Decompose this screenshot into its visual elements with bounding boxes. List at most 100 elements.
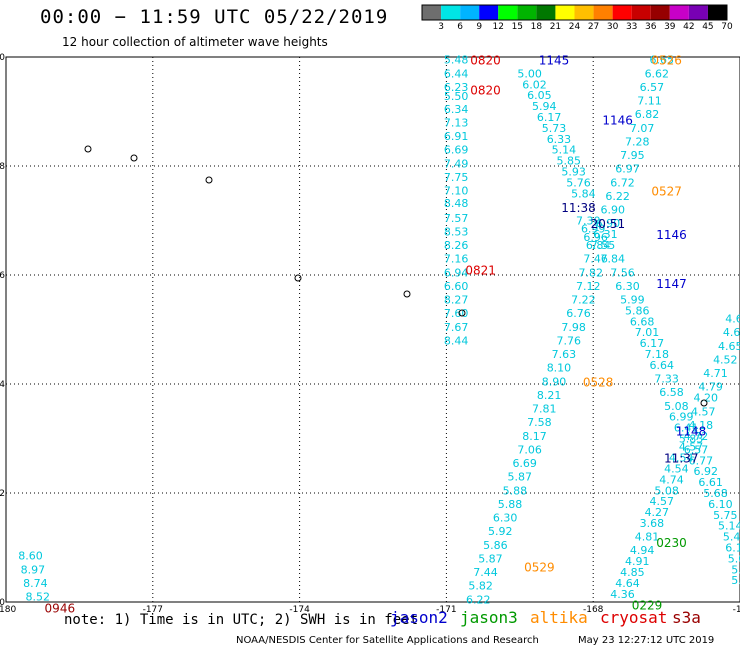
swh-value-label: 6.22 <box>466 593 491 606</box>
colorbar-swatch <box>593 5 613 20</box>
swh-value-label: 6.31 <box>593 228 618 241</box>
swh-value-label: 4.54 <box>669 452 694 465</box>
swh-value-label: 6.17 <box>640 337 665 350</box>
colorbar-swatch <box>555 5 575 20</box>
x-tick-label: -177 <box>143 605 163 615</box>
swh-value-label: 6.76 <box>566 307 591 320</box>
colorbar-tick-label: 24 <box>568 22 581 32</box>
swh-value-label: 8.21 <box>537 389 562 402</box>
pass-time-label: 0527 <box>651 185 682 199</box>
swh-value-label: 5.75 <box>713 509 738 522</box>
swh-value-label: 5.87 <box>508 471 533 484</box>
swh-value-label: 8.17 <box>522 430 547 443</box>
swh-value-label: 5.14 <box>718 520 740 533</box>
colorbar-tick-label: 39 <box>664 22 676 32</box>
generated-timestamp: May 23 12:27:12 UTC 2019 <box>578 635 715 646</box>
colorbar-swatch <box>460 5 480 20</box>
colorbar-tick-label: 21 <box>549 22 562 32</box>
swh-value-label: 4.65 <box>725 313 740 326</box>
swh-value-label: 6.23 <box>444 81 469 94</box>
swh-value-label: 7.33 <box>654 373 679 386</box>
colorbar-swatch <box>631 5 651 20</box>
swh-value-label: 6.64 <box>649 359 674 372</box>
pass-time-label: 0230 <box>656 536 687 550</box>
swh-value-label: 6.58 <box>659 386 684 399</box>
colorbar-swatch <box>707 5 727 20</box>
swh-value-label: 7.18 <box>645 348 670 361</box>
colorbar-tick-label: 15 <box>511 22 524 32</box>
colorbar-frame <box>421 4 728 21</box>
y-tick-label: 24 <box>0 380 5 390</box>
colorbar-swatch <box>517 5 537 20</box>
swh-value-label: 4.18 <box>689 419 714 432</box>
swh-value-label: 6.30 <box>615 280 640 293</box>
swh-value-label: 5.93 <box>561 165 586 178</box>
swh-value-label: 6.69 <box>444 144 469 157</box>
island-outline <box>205 176 213 184</box>
swh-value-label: 4.52 <box>713 353 738 366</box>
colorbar-tick-label: 45 <box>702 22 714 32</box>
swh-value-label: 6.94 <box>444 266 469 279</box>
y-tick-label: 28 <box>0 162 5 172</box>
swh-value-label: 4.36 <box>610 588 635 601</box>
swh-value-label: 7.82 <box>579 266 604 279</box>
swh-value-label: 5.76 <box>566 176 591 189</box>
swh-value-label: 5.86 <box>625 304 650 317</box>
x-tick-label: -16 <box>733 605 740 615</box>
swh-value-label: 5.48 <box>444 54 469 67</box>
swh-value-label: 4.20 <box>693 392 718 405</box>
x-tick-label: -174 <box>289 605 310 615</box>
swh-value-label: 6.84 <box>586 239 611 252</box>
island-outline <box>403 290 411 298</box>
swh-value-label: 8.52 <box>26 591 51 604</box>
swh-value-label: 7.98 <box>561 321 586 334</box>
swh-value-label: 5.73 <box>542 122 567 135</box>
swh-value-label: 6.02 <box>522 78 547 91</box>
swh-value-label: 7.55 <box>591 239 616 252</box>
swh-value-label: 5.08 <box>654 484 679 497</box>
swh-value-label: 7.57 <box>444 212 469 225</box>
island-outline <box>84 145 92 153</box>
swh-value-label: 6.65 <box>649 54 674 67</box>
colorbar-tick-label: 33 <box>625 22 638 32</box>
swh-value-label: 7.76 <box>556 334 581 347</box>
colorbar-tick-label: 18 <box>530 22 543 32</box>
pass-time-label: 0526 <box>651 54 682 68</box>
colorbar-tick-label: 27 <box>587 22 600 32</box>
swh-value-label: 4.71 <box>703 367 728 380</box>
swh-value-label: 6.90 <box>601 204 626 217</box>
swh-value-label: 7.22 <box>571 294 596 307</box>
swh-value-label: 5.08 <box>728 552 740 565</box>
chart-subtitle: 12 hour collection of altimeter wave hei… <box>62 35 328 49</box>
swh-value-label: 5.82 <box>468 580 493 593</box>
swh-value-label: 6.57 <box>684 443 709 456</box>
swh-value-label: 6.62 <box>645 67 670 80</box>
swh-value-label: 8.90 <box>542 375 567 388</box>
colorbar-tick-label: 9 <box>476 22 483 32</box>
swh-value-label: 5.68 <box>703 487 728 500</box>
swh-value-label: 5.92 <box>488 525 513 538</box>
swh-value-label: 6.05 <box>527 89 552 102</box>
swh-value-label: 4.91 <box>625 555 650 568</box>
swh-value-label: 6.77 <box>689 454 714 467</box>
pass-time-label: 1146 <box>602 114 633 128</box>
swh-value-label: 4.79 <box>698 381 723 394</box>
swh-value-label: 8.27 <box>444 294 469 307</box>
credit-line: NOAA/NESDIS Center for Satellite Applica… <box>236 635 539 646</box>
swh-value-label: 5.85 <box>556 155 581 168</box>
x-tick-label: -171 <box>436 605 456 615</box>
colorbar-tick-label: 70 <box>721 22 733 32</box>
colorbar-swatch <box>498 5 518 20</box>
swh-value-label: 4.65 <box>718 340 740 353</box>
swh-value-label: 6.57 <box>640 81 665 94</box>
island-outline <box>130 154 138 162</box>
swh-value-label: 4.54 <box>664 462 689 475</box>
swh-value-label: 6.72 <box>610 176 635 189</box>
swh-value-label: 4.69 <box>723 326 740 339</box>
swh-value-label: 7.10 <box>444 185 469 198</box>
y-tick-label: 26 <box>0 271 5 281</box>
swh-value-label: 3.68 <box>640 517 665 530</box>
swh-value-label: 5.87 <box>478 552 503 565</box>
chart-title: 00:00 − 11:59 UTC 05/22/2019 <box>40 6 389 28</box>
colorbar-swatch <box>422 5 442 20</box>
